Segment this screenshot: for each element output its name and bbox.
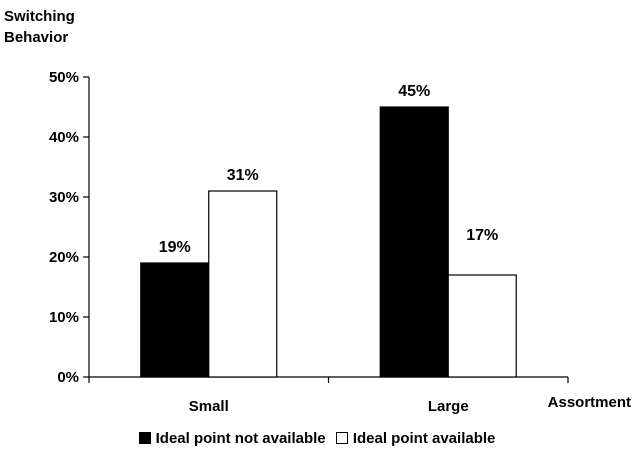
legend-swatch-available — [335, 432, 348, 444]
data-label: 45% — [398, 83, 430, 100]
y-tick-label: 30% — [49, 189, 79, 206]
x-tick-label: Large — [428, 398, 469, 415]
y-axis-title-line-2: Behavior — [4, 29, 69, 46]
bar — [447, 274, 517, 378]
x-axis-title: Assortment — [548, 394, 631, 411]
legend-item-not-available: Ideal point not available — [138, 430, 326, 447]
bar — [208, 190, 278, 378]
y-tick-label: 50% — [49, 69, 79, 86]
bar — [379, 106, 449, 378]
legend-swatch-not-available — [138, 432, 151, 444]
bar-chart: 0% 10% 20% 30% 40% 50% 19% 31% Small 45% 17% Large A… — [49, 69, 631, 415]
y-tick-label: 20% — [49, 249, 79, 266]
y-tick-label: 0% — [57, 369, 79, 386]
bar — [140, 262, 210, 378]
data-label: 17% — [466, 227, 498, 244]
legend-label-available: Ideal point available — [352, 430, 496, 447]
y-axis-title: Switching Behavior — [4, 6, 75, 48]
data-label: 31% — [227, 167, 259, 184]
data-label: 19% — [159, 239, 191, 256]
legend-label-not-available: Ideal point not available — [155, 430, 326, 447]
y-tick-label: 40% — [49, 129, 79, 146]
legend-item-available: Ideal point available — [335, 430, 496, 447]
x-tick-label: Small — [189, 398, 229, 415]
y-tick-label: 10% — [49, 309, 79, 326]
legend: Ideal point not available Ideal point av… — [0, 430, 634, 447]
y-axis-title-line-1: Switching — [4, 8, 75, 25]
